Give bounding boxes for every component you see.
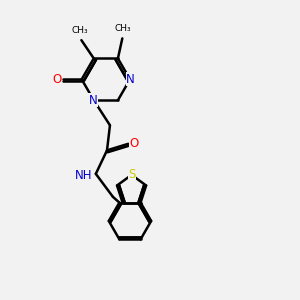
Text: O: O <box>52 73 61 86</box>
Text: N: N <box>126 73 135 86</box>
Text: CH₃: CH₃ <box>114 24 130 33</box>
Text: NH: NH <box>75 169 92 182</box>
Text: N: N <box>89 94 98 107</box>
Text: O: O <box>130 137 139 150</box>
Text: S: S <box>128 168 136 181</box>
Text: CH₃: CH₃ <box>72 26 88 35</box>
